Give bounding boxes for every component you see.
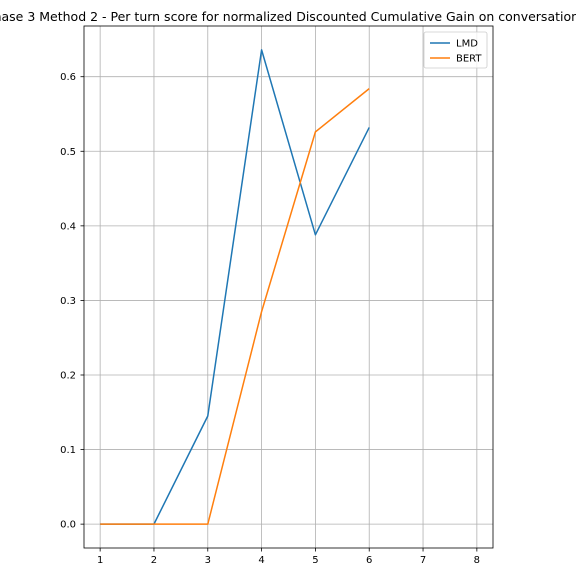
y-tick-label: 0.4 xyxy=(60,221,76,232)
x-tick-label: 8 xyxy=(474,555,480,566)
x-tick-label: 6 xyxy=(366,555,372,566)
x-tick-label: 3 xyxy=(205,555,211,566)
chart-title: Phase 3 Method 2 - Per turn score for no… xyxy=(0,9,576,24)
x-tick-label: 4 xyxy=(258,555,264,566)
x-tick-label: 5 xyxy=(312,555,318,566)
y-axis: 0.0 0.1 0.2 0.3 0.4 0.5 0.6 xyxy=(60,72,84,531)
plot-area xyxy=(83,25,494,549)
x-axis: 1 2 3 4 5 6 7 8 xyxy=(97,548,480,566)
grid xyxy=(84,26,493,548)
y-tick-label: 0.5 xyxy=(60,147,76,158)
x-tick-label: 1 xyxy=(97,555,103,566)
legend-label-bert: BERT xyxy=(456,54,482,65)
series-lines xyxy=(100,49,370,525)
legend: LMD BERT xyxy=(423,31,488,69)
y-tick-label: 0.1 xyxy=(60,445,76,456)
y-tick-label: 0.0 xyxy=(60,520,76,531)
y-tick-label: 0.6 xyxy=(60,72,76,83)
x-tick-label: 7 xyxy=(420,555,426,566)
legend-label-lmd: LMD xyxy=(456,39,478,50)
y-tick-label: 0.3 xyxy=(60,296,76,307)
x-tick-label: 2 xyxy=(151,555,157,566)
legend-box xyxy=(423,31,488,69)
series-line-bert xyxy=(100,88,370,525)
y-tick-label: 0.2 xyxy=(60,370,76,381)
